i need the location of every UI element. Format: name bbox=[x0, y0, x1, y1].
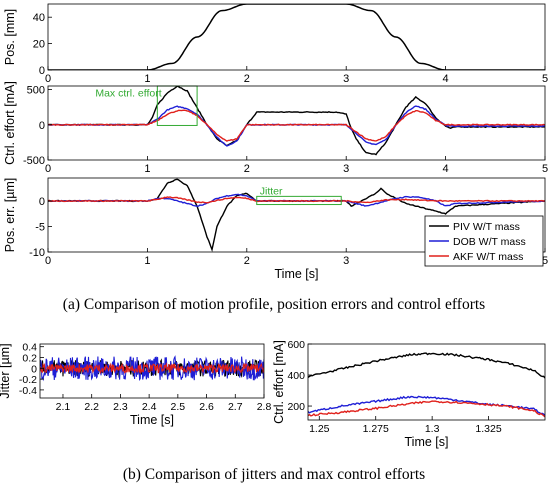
jitter-xtick-label: 2.3 bbox=[113, 401, 128, 413]
maxeffort-ytick-label: 200 bbox=[287, 401, 305, 413]
pos-ytick-label: 40 bbox=[33, 12, 45, 24]
jitter-xtick-label: 2.4 bbox=[142, 401, 157, 413]
jitter-xlabel: Time [s] bbox=[130, 413, 174, 427]
effort-annotation-label: Max ctrl. effort bbox=[95, 88, 161, 100]
error-xlabel: Time [s] bbox=[275, 267, 319, 281]
effort-plot-area bbox=[48, 86, 545, 156]
jitter-xtick-label: 2.8 bbox=[257, 401, 272, 413]
legend: PIV W/T mass DOB W/T mass AKF W/T mass bbox=[424, 215, 544, 267]
maxeffort-xtick-label: 1.275 bbox=[363, 423, 389, 435]
pos-plot-area bbox=[48, 4, 545, 70]
pos-series-0 bbox=[48, 4, 545, 70]
maxeffort-ylabel: Ctrl. effort [mA] bbox=[272, 340, 286, 424]
pos-xtick-label: 4 bbox=[443, 73, 449, 85]
jitter-xtick-label: 2.6 bbox=[199, 401, 214, 413]
pos-xtick-label: 1 bbox=[144, 73, 150, 85]
error-xtick-label: 1 bbox=[144, 255, 150, 267]
jitter-frame bbox=[39, 343, 265, 399]
error-annotation-box bbox=[256, 195, 342, 206]
panel-pos: 0 1 2 3 4 5 0 20 40 Pos. [mm] bbox=[3, 3, 548, 85]
maxeffort-ytick-label: 400 bbox=[287, 370, 305, 382]
maxeffort-xlabel: Time [s] bbox=[405, 435, 449, 449]
legend-entry-1: DOB W/T mass bbox=[453, 236, 526, 248]
maxeffort-xtick-label: 1.25 bbox=[309, 423, 330, 435]
error-ytick-label: 0 bbox=[39, 196, 45, 208]
effort-xtick-label: 3 bbox=[343, 163, 349, 175]
effort-frame bbox=[47, 85, 546, 161]
jitter-ytick-label: 0 bbox=[31, 363, 37, 375]
effort-xtick-label: 4 bbox=[443, 163, 449, 175]
maxeffort-plot-area bbox=[308, 352, 545, 418]
error-ytick-label: -5 bbox=[35, 221, 45, 233]
pos-ytick-label: 20 bbox=[33, 39, 45, 51]
pos-xtick-label: 2 bbox=[244, 73, 250, 85]
jitter-plot-area bbox=[40, 355, 264, 382]
legend-entry-0: PIV W/T mass bbox=[453, 221, 520, 233]
pos-ylabel: Pos. [mm] bbox=[3, 9, 17, 65]
maxeffort-xtick-label: 1.3 bbox=[425, 423, 440, 435]
jitter-ytick-label: 0.2 bbox=[22, 353, 37, 365]
pos-frame bbox=[47, 3, 546, 71]
jitter-ytick-label: -0.4 bbox=[19, 385, 37, 397]
pos-xtick-label: 5 bbox=[542, 73, 548, 85]
jitter-xtick-label: 2.5 bbox=[171, 401, 186, 413]
effort-ytick-label: 500 bbox=[27, 85, 45, 97]
error-xtick-label: 5 bbox=[542, 255, 548, 267]
jitter-xtick-label: 2.7 bbox=[228, 401, 243, 413]
effort-ytick-label: 0 bbox=[39, 120, 45, 132]
jitter-ytick-label: -0.2 bbox=[19, 374, 37, 386]
error-frame bbox=[47, 177, 546, 253]
error-ylabel: Pos. err. [µm] bbox=[3, 178, 17, 253]
error-xtick-label: 0 bbox=[45, 255, 51, 267]
effort-xtick-label: 5 bbox=[542, 163, 548, 175]
jitter-ytick-label: 0.4 bbox=[22, 342, 37, 354]
pos-xtick-label: 3 bbox=[343, 73, 349, 85]
error-plot-area bbox=[48, 178, 545, 252]
maxeffort-series-0 bbox=[308, 352, 545, 379]
caption-a: (a) Comparison of motion profile, positi… bbox=[62, 296, 486, 313]
panel-jitter: 2.1 2.2 2.3 2.4 2.5 2.6 2.7 2.8 -0.4-0.200.20.4 J… bbox=[0, 342, 271, 427]
legend-entry-2: AKF W/T mass bbox=[453, 251, 523, 263]
effort-series-2 bbox=[48, 109, 545, 142]
jitter-xtick-label: 2.1 bbox=[56, 401, 71, 413]
maxeffort-frame bbox=[307, 343, 546, 421]
maxeffort-series-2 bbox=[308, 400, 545, 418]
error-series-2 bbox=[48, 196, 545, 204]
pos-ytick-label: 0 bbox=[39, 65, 45, 77]
maxeffort-ytick-label: 600 bbox=[287, 339, 305, 351]
error-annotation-label: Jitter bbox=[260, 185, 283, 197]
effort-xtick-label: 0 bbox=[45, 163, 51, 175]
jitter-xtick-label: 2.2 bbox=[84, 401, 99, 413]
caption-b: (b) Comparison of jitters and max contro… bbox=[122, 466, 426, 483]
effort-xtick-label: 1 bbox=[144, 163, 150, 175]
maxeffort-xtick-label: 1.325 bbox=[475, 423, 501, 435]
jitter-ylabel: Jitter [µm] bbox=[0, 343, 12, 398]
effort-ytick-label: -500 bbox=[23, 155, 45, 167]
effort-xtick-label: 2 bbox=[244, 163, 250, 175]
error-xtick-label: 3 bbox=[343, 255, 349, 267]
error-xtick-label: 2 bbox=[244, 255, 250, 267]
pos-xtick-label: 0 bbox=[45, 73, 51, 85]
error-ytick-label: -10 bbox=[29, 247, 45, 259]
effort-ylabel: Ctrl. effort [mA] bbox=[3, 81, 17, 165]
jitter-series-2 bbox=[40, 362, 264, 375]
